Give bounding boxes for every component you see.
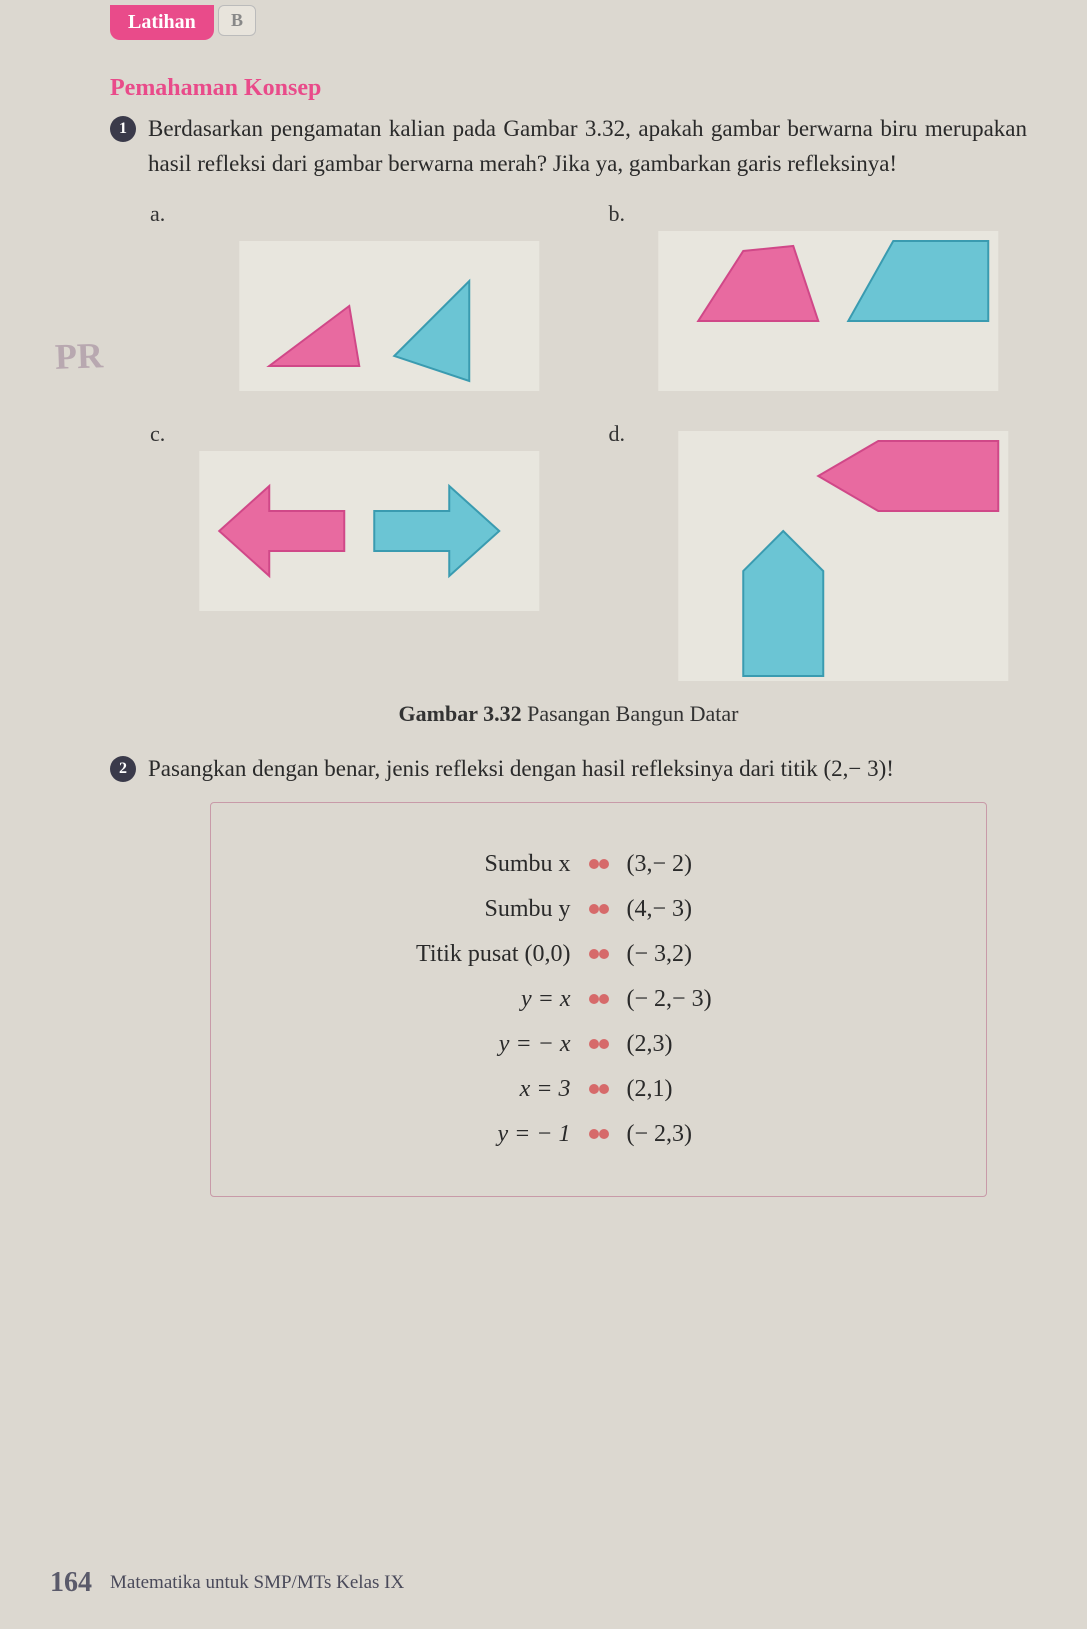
dot-icon (589, 949, 599, 959)
dot-icon (589, 1129, 599, 1139)
shape-cell-a: a. (150, 201, 569, 401)
match-left-label: Titik pusat (0,0) (416, 941, 570, 968)
handwritten-annotation: PR (54, 334, 103, 378)
question-2: 2 Pasangkan dengan benar, jenis refleksi… (110, 752, 1027, 787)
match-right-label: (3,− 2) (627, 851, 693, 878)
match-row: Sumbu y (4,− 3) (251, 896, 946, 923)
match-left-label: y = − 1 (497, 1121, 570, 1148)
caption-bold: Gambar 3.32 (399, 701, 522, 726)
dot-icon (599, 1129, 609, 1139)
shape-label-d: d. (609, 421, 626, 447)
latihan-tab: Latihan (110, 5, 214, 40)
shape-cell-b: b. (609, 201, 1028, 401)
match-right-label: (− 3,2) (627, 941, 693, 968)
dot-icon (599, 994, 609, 1004)
match-left-label: Sumbu x (484, 851, 570, 878)
footer-text: Matematika untuk SMP/MTs Kelas IX (110, 1572, 404, 1594)
question-1-text: Berdasarkan pengamatan kalian pada Gamba… (148, 112, 1027, 181)
match-right-label: (2,3) (627, 1031, 673, 1058)
question-2-text: Pasangkan dengan benar, jenis refleksi d… (148, 752, 894, 787)
question-1: 1 Berdasarkan pengamatan kalian pada Gam… (110, 112, 1027, 181)
question-number-2: 2 (110, 756, 136, 782)
shape-cell-d: d. (609, 421, 1028, 681)
caption-rest: Pasangan Bangun Datar (522, 701, 739, 726)
shape-label-c: c. (150, 421, 165, 447)
dot-icon (589, 1084, 599, 1094)
match-right-label: (− 2,3) (627, 1121, 693, 1148)
dot-icon (589, 859, 599, 869)
match-left-label: x = 3 (520, 1076, 571, 1103)
dot-icon (599, 859, 609, 869)
matching-box: Sumbu x (3,− 2) Sumbu y (4,− 3) Titik pu… (210, 802, 987, 1197)
match-right-label: (2,1) (627, 1076, 673, 1103)
page-number: 164 (50, 1567, 92, 1599)
match-row: y = − 1 (− 2,3) (251, 1121, 946, 1148)
dot-icon (599, 949, 609, 959)
match-row: y = − x (2,3) (251, 1031, 946, 1058)
latihan-subtab: B (218, 5, 256, 36)
match-row: Titik pusat (0,0) (− 3,2) (251, 941, 946, 968)
q2-pre: Pasangkan dengan benar, jenis refleksi d… (148, 756, 823, 781)
dot-icon (599, 904, 609, 914)
dot-icon (599, 1084, 609, 1094)
match-left-label: y = − x (499, 1031, 571, 1058)
shapes-grid: a. b. c. (150, 201, 1027, 681)
section-title: Pemahaman Konsep (110, 75, 1027, 102)
match-right-label: (4,− 3) (627, 896, 693, 923)
shape-label-b: b. (609, 201, 626, 227)
question-number-1: 1 (110, 116, 136, 142)
match-right-label: (− 2,− 3) (627, 986, 712, 1013)
figure-caption: Gambar 3.32 Pasangan Bangun Datar (110, 701, 1027, 727)
dot-icon (589, 994, 599, 1004)
dot-icon (599, 1039, 609, 1049)
shape-d-svg (609, 421, 1028, 681)
match-row: Sumbu x (3,− 2) (251, 851, 946, 878)
match-row: y = x (− 2,− 3) (251, 986, 946, 1013)
match-left-label: y = x (521, 986, 571, 1013)
shape-cell-c: c. (150, 421, 569, 621)
shape-b-svg (609, 201, 1028, 401)
dot-icon (589, 904, 599, 914)
q2-post: ! (886, 756, 894, 781)
match-row: x = 3 (2,1) (251, 1076, 946, 1103)
shape-a-svg (150, 201, 569, 401)
shape-c-svg (150, 421, 569, 621)
page-footer: 164 Matematika untuk SMP/MTs Kelas IX (50, 1567, 404, 1599)
q2-point: (2,− 3) (823, 756, 886, 781)
dot-icon (589, 1039, 599, 1049)
shape-label-a: a. (150, 201, 165, 227)
match-left-label: Sumbu y (484, 896, 570, 923)
